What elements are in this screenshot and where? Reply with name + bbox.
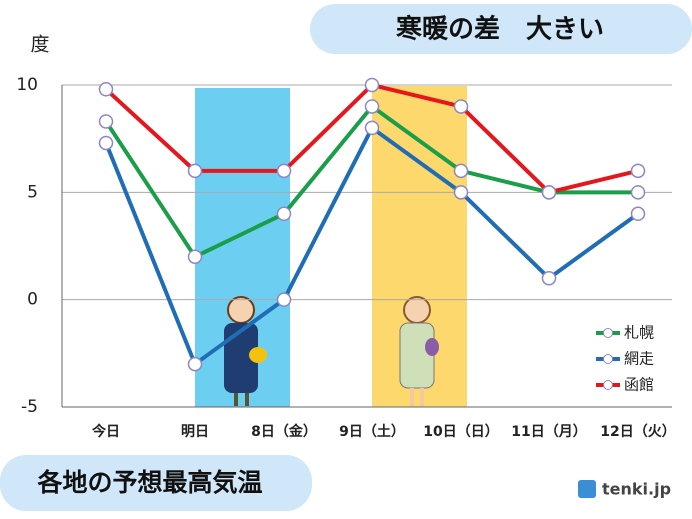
x-tick-label: 今日 (91, 423, 120, 440)
data-point (453, 185, 469, 200)
x-tick-label: 8日（金） (251, 423, 317, 440)
y-tick-label: -5 (21, 397, 38, 417)
legend-marker (603, 328, 613, 338)
data-point (630, 206, 646, 222)
data-point (98, 114, 114, 129)
title-banner (310, 4, 692, 54)
data-point (364, 120, 380, 136)
legend-label: 網走 (624, 350, 654, 368)
legend-label: 札幌 (624, 324, 654, 342)
data-point (98, 82, 114, 97)
y-tick-label: 10 (16, 75, 38, 95)
x-tick-label: 明日 (181, 424, 209, 440)
data-point (630, 163, 646, 179)
data-point (98, 135, 114, 151)
logo-icon (578, 480, 596, 498)
y-axis-label: 度 (30, 34, 49, 56)
x-tick-label: 9日（土） (339, 423, 405, 440)
legend-marker (603, 380, 613, 390)
subtitle-banner (0, 455, 312, 511)
person-cold (224, 296, 267, 406)
data-point (364, 99, 380, 114)
data-point (187, 163, 203, 179)
data-point (364, 77, 380, 93)
x-tick-label: 10日（日） (423, 424, 498, 440)
chart-title: 寒暖の差 大きい (396, 14, 604, 45)
data-point (187, 356, 203, 372)
data-point (276, 206, 292, 222)
data-point (541, 270, 557, 286)
person-warm (399, 296, 439, 406)
x-tick-label: 12日（火） (600, 424, 675, 440)
x-tick-label: 11日（月） (511, 424, 586, 440)
subtitle: 各地の予想最高気温 (36, 468, 262, 497)
legend-marker (603, 354, 613, 364)
data-point (187, 249, 203, 264)
y-tick-label: 5 (27, 182, 38, 202)
data-point (276, 292, 292, 307)
data-point (276, 163, 292, 179)
data-point (453, 99, 469, 114)
data-point (630, 185, 646, 200)
legend-label: 函館 (624, 376, 654, 394)
source: tenki.jp (602, 480, 671, 499)
y-tick-label: 0 (27, 290, 38, 310)
data-point (453, 163, 469, 179)
data-point (541, 185, 557, 200)
